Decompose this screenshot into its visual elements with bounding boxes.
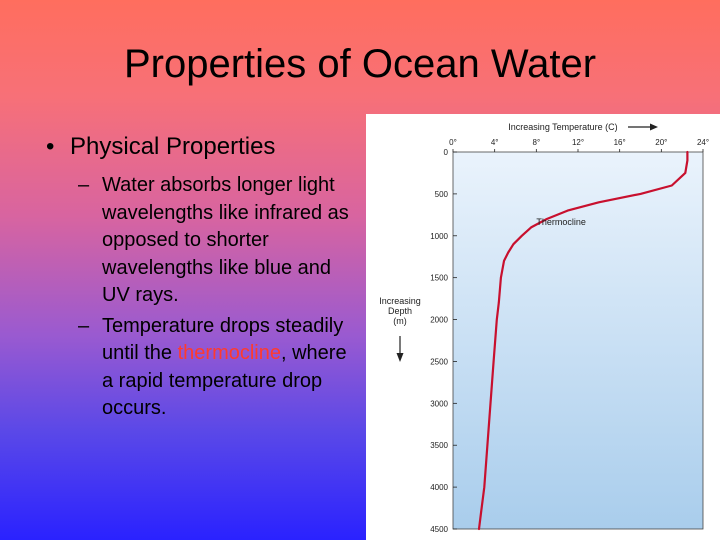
y-tick-label: 2000	[430, 316, 448, 325]
y-axis-title-line: Increasing	[379, 296, 421, 306]
y-axis-title-line: Depth	[388, 306, 412, 316]
y-axis-title-line: (m)	[393, 316, 407, 326]
y-tick-label: 3000	[430, 399, 448, 408]
temperature-profile-line	[477, 150, 689, 531]
y-tick-label: 4000	[430, 483, 448, 492]
slide-body: • Physical Properties – Water absorbs lo…	[46, 132, 356, 423]
sub-bullet-dash: –	[78, 314, 90, 337]
x-tick-label: 20°	[655, 138, 667, 147]
x-tick-label: 12°	[572, 138, 584, 147]
sub-bullet-dash: –	[78, 174, 90, 196]
y-axis-arrow-head	[396, 353, 404, 362]
sub-bullet-text: Water absorbs longer light wavelengths l…	[102, 174, 349, 306]
y-tick-label: 3500	[430, 441, 448, 450]
sub-bullet-absorption: – Water absorbs longer light wavelengths…	[78, 172, 356, 310]
x-axis-arrow-head	[650, 123, 658, 131]
bullet-dot: •	[46, 133, 55, 160]
y-tick-label: 4500	[430, 525, 448, 534]
y-tick-label: 1000	[430, 232, 448, 241]
chart-svg: 0° 4° 8° 12° 16° 20° 24° 0 500 1000 1500 2000 2500 3…	[379, 122, 709, 534]
x-tick-label: 16°	[614, 138, 626, 147]
y-tick-label: 0	[444, 148, 449, 157]
x-axis-title: Increasing Temperature (C)	[508, 122, 617, 132]
slide-title: Properties of Ocean Water	[123, 42, 597, 86]
y-tick-label: 2500	[430, 357, 448, 366]
bullet-text: Physical Properties	[70, 133, 276, 160]
sub-bullet-text-post: , where a rapid temperature drop occurs.	[102, 342, 347, 419]
y-tick-label: 1500	[430, 274, 448, 283]
thermocline-highlight: thermocline	[177, 342, 281, 364]
thermocline-annotation: Thermocline	[536, 217, 586, 227]
x-tick-label: 0°	[449, 138, 457, 147]
y-tick-label: 500	[435, 190, 449, 199]
sub-bullet-text-pre: Temperature drops steadily until the	[102, 314, 344, 365]
sub-bullet-temperature: – Temperature drops steadily until the t…	[78, 313, 356, 423]
x-tick-label: 4°	[491, 138, 499, 147]
x-tick-label: 8°	[533, 138, 541, 147]
x-tick-label: 24°	[697, 138, 709, 147]
bullet-physical-properties: • Physical Properties	[46, 132, 356, 162]
temperature-depth-chart: 0° 4° 8° 12° 16° 20° 24° 0 500 1000 1500 2000 2500 3…	[366, 114, 720, 540]
